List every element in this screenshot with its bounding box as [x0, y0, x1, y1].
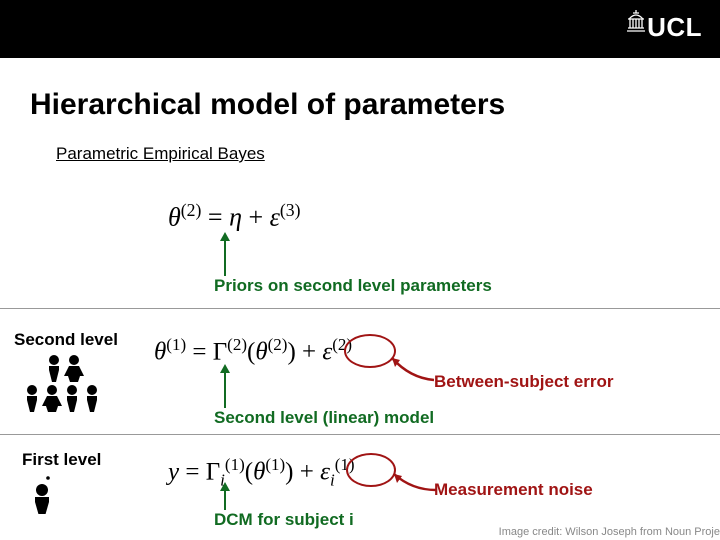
ucl-logo: UCL — [627, 12, 702, 43]
person-icon — [28, 474, 58, 514]
label-first-level: First level — [22, 450, 101, 470]
arrow-icon — [224, 240, 226, 276]
connector-arrow-icon — [390, 356, 440, 391]
ellipse-highlight-icon — [346, 453, 396, 487]
slide-title: Hierarchical model of parameters — [30, 88, 505, 122]
label-second-level: Second level — [14, 330, 118, 350]
annotation-measurement-noise: Measurement noise — [434, 480, 593, 500]
people-group-icon — [20, 354, 110, 412]
slide-subtitle: Parametric Empirical Bayes — [56, 144, 265, 164]
annotation-dcm: DCM for subject i — [214, 510, 354, 530]
divider — [0, 434, 720, 435]
logo-text: UCL — [647, 12, 702, 42]
header-bar: UCL — [0, 0, 720, 58]
annotation-priors: Priors on second level parameters — [214, 276, 492, 296]
equation-level3: θ(2) = η + ε(3) — [168, 200, 301, 233]
arrow-icon — [224, 372, 226, 408]
dome-icon — [627, 8, 645, 39]
ellipse-highlight-icon — [344, 334, 396, 368]
divider — [0, 308, 720, 309]
equation-level1: y = Γi(1)(θ(1)) + εi(1) — [168, 455, 355, 490]
image-credit: Image credit: Wilson Joseph from Noun Pr… — [499, 526, 720, 538]
connector-arrow-icon — [392, 472, 440, 501]
annotation-between-error: Between-subject error — [434, 372, 614, 392]
arrow-icon — [224, 490, 226, 510]
annotation-second-model: Second level (linear) model — [214, 408, 434, 428]
equation-level2: θ(1) = Γ(2)(θ(2)) + ε(2) — [154, 335, 352, 366]
